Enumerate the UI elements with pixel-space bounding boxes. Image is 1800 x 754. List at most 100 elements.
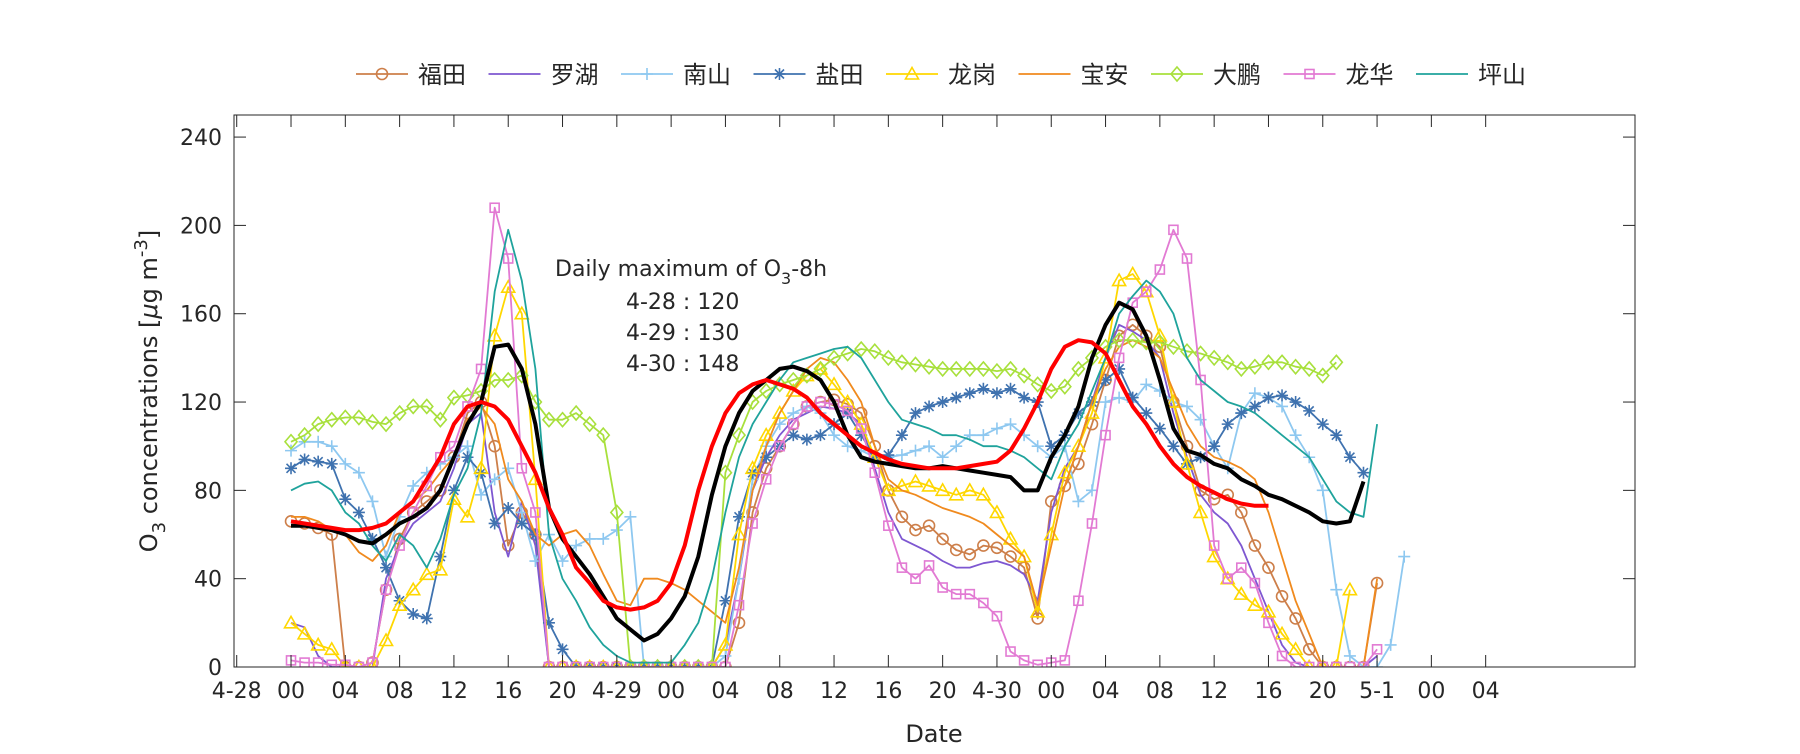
data-point <box>989 504 1005 519</box>
data-point <box>406 398 421 415</box>
data-point <box>624 510 637 523</box>
data-point <box>976 360 991 378</box>
data-point <box>936 532 949 546</box>
data-point <box>1192 504 1209 519</box>
series-8h-mean <box>290 338 1269 612</box>
data-point <box>747 518 758 529</box>
series-南山 <box>285 378 1411 667</box>
data-point <box>1181 253 1193 264</box>
data-point <box>583 532 596 545</box>
legend-label: 福田 <box>418 61 466 89</box>
data-point <box>1044 382 1059 400</box>
data-point <box>760 451 773 464</box>
legend-label: 大鹏 <box>1213 61 1261 89</box>
data-point <box>787 429 800 442</box>
data-point <box>352 506 365 519</box>
data-point <box>855 429 868 442</box>
data-point <box>1086 518 1098 529</box>
annotation-line-4-29: 4-29 : 130 <box>626 321 739 346</box>
data-point <box>896 562 908 573</box>
data-point <box>949 360 964 378</box>
data-point <box>1288 358 1303 375</box>
series-line <box>291 300 1366 643</box>
data-point <box>339 493 352 506</box>
data-point <box>486 327 503 342</box>
data-point <box>1031 612 1044 625</box>
data-point <box>841 407 854 420</box>
data-point <box>502 462 515 475</box>
data-point <box>296 625 313 640</box>
x-tick-label: 04 <box>331 679 359 704</box>
legend-label: 龙华 <box>1346 61 1394 89</box>
legend-marker <box>1304 68 1315 80</box>
data-point <box>977 429 990 442</box>
data-point <box>1151 327 1168 342</box>
legend-marker <box>1169 65 1185 83</box>
data-point <box>948 486 965 501</box>
legend-marker <box>773 68 786 80</box>
data-point <box>326 659 338 667</box>
data-point <box>921 477 937 492</box>
data-point <box>1235 506 1248 519</box>
series-line <box>290 339 1337 667</box>
data-point <box>990 387 1003 400</box>
data-point <box>597 532 610 545</box>
data-point <box>1357 466 1370 479</box>
data-point <box>351 409 366 426</box>
data-point <box>718 464 733 481</box>
data-point <box>1100 429 1111 441</box>
data-point <box>1125 331 1140 349</box>
data-point <box>1384 638 1397 651</box>
x-tick-label: 4-30 <box>972 679 1022 704</box>
data-point <box>461 440 474 453</box>
data-point <box>542 616 555 629</box>
x-tick-label: 12 <box>820 679 848 704</box>
data-point <box>1330 583 1343 596</box>
data-point <box>1018 391 1031 404</box>
data-point <box>895 449 908 462</box>
data-point <box>801 401 813 412</box>
data-point <box>366 656 379 667</box>
data-point <box>826 349 842 367</box>
data-point <box>733 510 746 523</box>
data-point <box>746 506 759 519</box>
x-tick-label: 08 <box>1146 679 1174 704</box>
legend-item-南山: 南山 <box>621 61 731 89</box>
x-tick-label: 00 <box>1037 679 1065 704</box>
data-point <box>488 473 501 486</box>
data-point <box>367 657 378 667</box>
data-point <box>759 382 774 400</box>
data-point <box>1236 562 1247 573</box>
data-point <box>962 360 977 378</box>
data-point <box>394 540 405 551</box>
data-point <box>935 360 950 378</box>
data-point <box>1044 495 1058 508</box>
data-point <box>1113 352 1125 364</box>
data-point <box>991 610 1003 622</box>
data-point <box>324 411 339 428</box>
x-tick-label: 5-1 <box>1359 679 1395 704</box>
data-point <box>338 409 353 426</box>
data-point <box>1247 358 1262 375</box>
data-point <box>1370 576 1384 590</box>
data-point <box>541 411 557 428</box>
data-point <box>285 444 298 457</box>
data-point <box>1111 272 1128 287</box>
x-tick-label: 4-28 <box>212 679 262 704</box>
data-point <box>501 371 516 389</box>
data-point <box>732 616 746 630</box>
data-point <box>393 594 406 607</box>
data-point <box>989 362 1005 380</box>
data-point <box>367 658 378 667</box>
data-point <box>1004 418 1017 431</box>
data-point <box>1316 484 1329 497</box>
data-point <box>1303 661 1315 667</box>
data-point <box>311 415 326 433</box>
data-point <box>1045 440 1058 453</box>
y-axis: 0 40 80 120 160 200 240 <box>180 126 1635 681</box>
data-point <box>530 507 541 518</box>
data-point <box>744 460 761 475</box>
data-point <box>1247 597 1263 611</box>
data-point <box>977 382 990 395</box>
data-point <box>963 548 977 561</box>
